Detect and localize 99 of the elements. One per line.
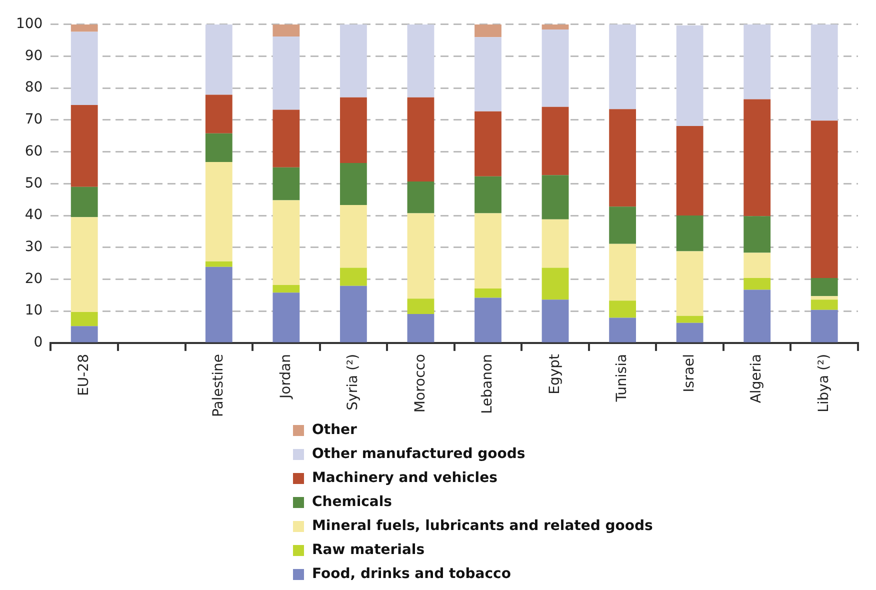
bar bbox=[474, 37, 502, 112]
bar bbox=[272, 200, 300, 285]
bar bbox=[340, 205, 367, 268]
bar bbox=[744, 99, 771, 216]
bar bbox=[609, 24, 636, 110]
bar bbox=[810, 278, 838, 296]
x-tick-label: Tunisia bbox=[614, 354, 630, 403]
bar bbox=[340, 286, 367, 342]
y-tick-label: 10 bbox=[24, 302, 43, 319]
bar bbox=[676, 251, 704, 316]
bar bbox=[205, 133, 232, 162]
bar bbox=[676, 25, 704, 126]
bar bbox=[609, 318, 636, 342]
bar bbox=[474, 24, 502, 38]
y-tick-label: 30 bbox=[24, 239, 43, 256]
y-tick-label: 80 bbox=[24, 80, 43, 96]
y-tick-label: 100 bbox=[16, 16, 43, 32]
bar bbox=[542, 29, 569, 107]
bar bbox=[676, 216, 704, 252]
x-tick-label: Israel bbox=[681, 354, 698, 392]
bar bbox=[70, 32, 98, 105]
bar bbox=[542, 106, 569, 176]
x-tick-label: Syria (²) bbox=[345, 354, 362, 410]
y-tick-label: 20 bbox=[24, 270, 43, 287]
bar bbox=[205, 162, 232, 262]
bar bbox=[474, 213, 502, 288]
bar bbox=[70, 326, 98, 342]
bar bbox=[407, 97, 434, 182]
legend-label: Mineral fuels, lubricants and related goods bbox=[312, 518, 653, 534]
bar bbox=[272, 24, 300, 37]
bar bbox=[542, 175, 569, 220]
bar bbox=[70, 24, 98, 32]
x-tick-label: Lebanon bbox=[480, 354, 496, 414]
bar bbox=[407, 24, 434, 98]
bar bbox=[205, 266, 232, 342]
bar bbox=[474, 298, 502, 342]
bar bbox=[609, 244, 636, 301]
bar bbox=[810, 296, 838, 300]
bar bbox=[810, 310, 838, 342]
bar bbox=[70, 217, 98, 312]
legend-label: Raw materials bbox=[312, 542, 425, 558]
bar bbox=[744, 290, 771, 342]
x-tick-label: Morocco bbox=[412, 354, 428, 413]
bar bbox=[744, 24, 771, 100]
x-tick-label: Libya (²) bbox=[816, 354, 832, 412]
legend-label: Food, drinks and tobacco bbox=[312, 566, 511, 582]
bar bbox=[676, 126, 704, 216]
bar bbox=[542, 268, 569, 300]
bar bbox=[70, 104, 98, 187]
bar bbox=[609, 300, 636, 318]
legend-label: Other manufactured goods bbox=[312, 446, 526, 462]
bar bbox=[407, 213, 434, 299]
bar bbox=[542, 300, 569, 342]
bar bbox=[70, 186, 98, 218]
bar bbox=[474, 111, 502, 176]
bar bbox=[407, 181, 434, 214]
bar bbox=[272, 110, 300, 168]
legend-label: Machinery and vehicles bbox=[312, 470, 498, 486]
x-tick-label: Algeria bbox=[748, 354, 765, 404]
bar bbox=[205, 24, 232, 95]
legend-label: Other bbox=[312, 422, 357, 438]
x-tick-label: EU-28 bbox=[76, 354, 92, 396]
bar bbox=[810, 24, 838, 121]
y-tick-label: 70 bbox=[24, 112, 43, 128]
y-tick-label: 90 bbox=[24, 48, 43, 64]
bar bbox=[810, 300, 838, 310]
bar bbox=[676, 316, 704, 323]
bar bbox=[609, 206, 636, 244]
bar bbox=[340, 97, 367, 163]
bar bbox=[542, 219, 569, 268]
bar bbox=[205, 261, 232, 267]
bar bbox=[474, 176, 502, 214]
y-tick-label: 60 bbox=[24, 143, 43, 160]
bar bbox=[407, 314, 434, 342]
bar bbox=[272, 167, 300, 200]
bar bbox=[407, 298, 434, 314]
x-tick-label: Palestine bbox=[210, 354, 227, 418]
bar bbox=[744, 252, 771, 278]
bar bbox=[70, 312, 98, 326]
bar bbox=[744, 278, 771, 290]
bar bbox=[340, 268, 367, 286]
y-tick-label: 50 bbox=[24, 175, 43, 192]
x-tick-label: Egypt bbox=[546, 353, 563, 394]
y-tick-label: 0 bbox=[34, 334, 43, 351]
bar bbox=[676, 322, 704, 342]
bar bbox=[810, 120, 838, 278]
bar bbox=[340, 24, 367, 98]
bar bbox=[272, 292, 300, 342]
legend-label: Chemicals bbox=[312, 494, 392, 510]
bar bbox=[272, 284, 300, 293]
bar bbox=[542, 24, 569, 30]
bar bbox=[340, 162, 367, 206]
y-tick-label: 40 bbox=[24, 207, 43, 224]
bar bbox=[272, 36, 300, 110]
bar bbox=[474, 288, 502, 298]
bar bbox=[744, 216, 771, 253]
x-tick-label: Jordan bbox=[278, 354, 294, 400]
bar bbox=[609, 109, 636, 207]
bar bbox=[205, 94, 232, 134]
